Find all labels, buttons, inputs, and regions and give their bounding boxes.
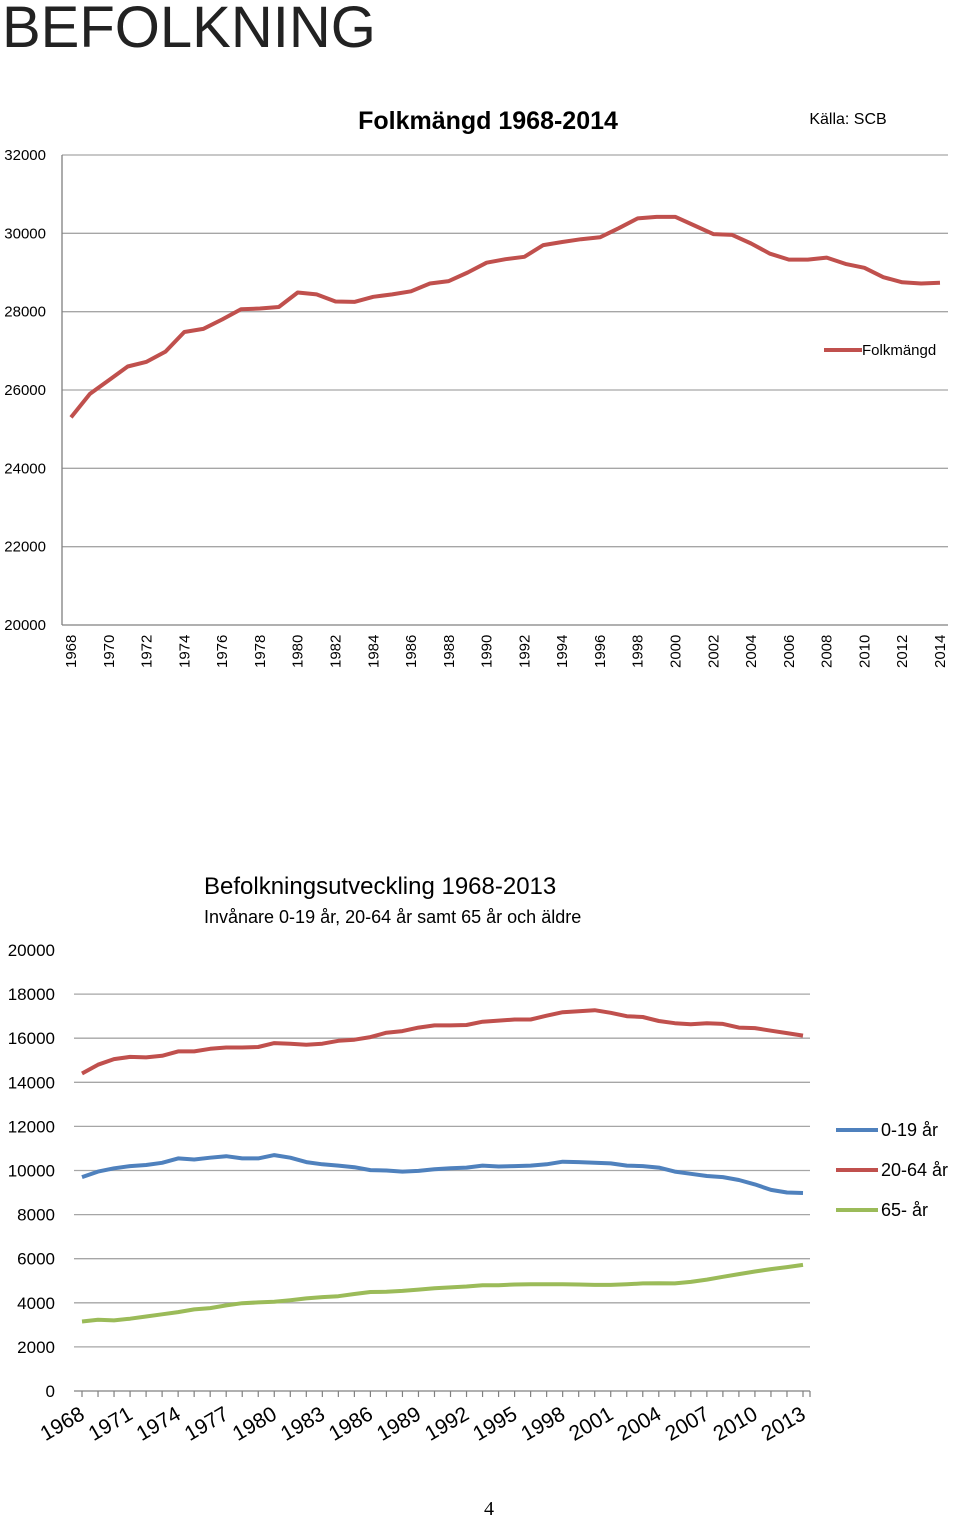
x-tick-label: 1968 — [37, 1402, 89, 1445]
x-tick-label: 1968 — [63, 635, 80, 668]
x-tick-label: 1982 — [327, 635, 344, 668]
page-number: 4 — [484, 1498, 494, 1520]
x-tick-label: 1983 — [277, 1402, 329, 1445]
y-tick-label: 16000 — [8, 1029, 55, 1048]
x-tick-label: 2010 — [856, 635, 873, 668]
x-tick-label: 2013 — [758, 1402, 810, 1445]
series-lines — [69, 214, 941, 419]
chart-subtitle: Invånare 0-19 år, 20-64 år samt 65 år oc… — [204, 907, 581, 927]
x-tick-label: 1980 — [290, 635, 307, 668]
y-tick-label: 0 — [46, 1382, 55, 1401]
x-tick-label: 1986 — [403, 635, 420, 668]
chart-folkmangd: Folkmängd 1968-2014 Källa: SCB 20000 2200… — [4, 107, 949, 668]
chart-title: Befolkningsutveckling 1968-2013 — [204, 873, 556, 900]
series-line-0-19 — [81, 1153, 804, 1195]
series-lines — [81, 1008, 804, 1324]
y-tick-label: 22000 — [4, 539, 46, 556]
y-tick-label: 32000 — [4, 147, 46, 164]
x-tick-label: 1998 — [630, 635, 647, 668]
x-tick-label: 1995 — [469, 1402, 521, 1445]
chart-title: Folkmängd 1968-2014 — [358, 107, 618, 135]
x-tick-label: 1994 — [554, 635, 571, 668]
x-tick-label: 1996 — [592, 635, 609, 668]
page-title: BEFOLKNING — [2, 0, 376, 60]
y-tick-label: 10000 — [8, 1162, 55, 1181]
legend: 0-19 år 20-64 år 65- år — [836, 1120, 948, 1220]
y-tick-label: 14000 — [8, 1073, 55, 1092]
x-tick-label: 2000 — [668, 635, 685, 668]
x-tick-label: 1992 — [421, 1402, 473, 1445]
x-tick-label: 1986 — [325, 1402, 377, 1445]
x-tick-label: 1990 — [479, 635, 496, 668]
x-tick-label: 2006 — [781, 635, 798, 668]
grid-lines — [74, 993, 811, 1397]
y-tick-label: 12000 — [8, 1117, 55, 1136]
y-tick-label: 20000 — [4, 617, 46, 634]
x-tick-label: 1989 — [373, 1402, 425, 1445]
x-tick-label: 2008 — [819, 635, 836, 668]
y-tick-labels: 20000 22000 24000 26000 28000 30000 32000 — [4, 147, 46, 634]
series-line-65 — [81, 1262, 804, 1324]
x-tick-label: 1972 — [139, 635, 156, 668]
x-tick-label: 2014 — [932, 635, 949, 668]
x-tick-label: 1978 — [252, 635, 269, 668]
y-tick-label: 28000 — [4, 304, 46, 321]
x-tick-label: 2004 — [613, 1402, 665, 1445]
x-tick-label: 2002 — [705, 635, 722, 668]
x-tick-label: 2004 — [743, 635, 760, 668]
x-tick-labels: 1968 1970 1972 1974 1976 1978 1980 1982 1984 1986… — [63, 635, 949, 668]
x-tick-label: 1974 — [176, 635, 193, 668]
y-tick-label: 20000 — [8, 941, 55, 960]
x-tick-label: 1998 — [517, 1402, 569, 1445]
legend-label: Folkmängd — [862, 342, 936, 359]
grid-lines — [61, 154, 948, 626]
x-tick-label: 1984 — [365, 635, 382, 668]
y-tick-label: 24000 — [4, 460, 46, 477]
legend-label: 65- år — [881, 1200, 928, 1220]
x-tick-label: 2001 — [565, 1402, 617, 1445]
y-tick-label: 2000 — [17, 1338, 55, 1357]
legend-label: 20-64 år — [881, 1160, 948, 1180]
x-tick-label: 1974 — [133, 1402, 185, 1445]
y-tick-label: 26000 — [4, 382, 46, 399]
legend: Folkmängd — [824, 342, 936, 359]
series-line-20-64 — [81, 1008, 804, 1076]
y-tick-label: 6000 — [17, 1250, 55, 1269]
series-line-folkmangd — [69, 214, 941, 419]
y-tick-label: 30000 — [4, 225, 46, 242]
chart-source: Källa: SCB — [809, 111, 886, 128]
x-tick-labels: 1968197119741977198019831986198919921995… — [37, 1402, 810, 1445]
y-tick-label: 8000 — [17, 1206, 55, 1225]
y-tick-labels: 0 2000 4000 6000 8000 10000 12000 14000 16000 180… — [8, 941, 55, 1401]
x-tick-label: 1992 — [516, 635, 533, 668]
x-tick-label: 1971 — [85, 1402, 137, 1445]
legend-label: 0-19 år — [881, 1120, 938, 1140]
x-tick-label: 1976 — [214, 635, 231, 668]
x-tick-label: 2007 — [661, 1402, 713, 1445]
x-tick-label: 1988 — [441, 635, 458, 668]
x-tick-label: 1980 — [229, 1402, 281, 1445]
x-tick-label: 1970 — [101, 635, 118, 668]
y-tick-label: 4000 — [17, 1294, 55, 1313]
y-tick-label: 18000 — [8, 985, 55, 1004]
x-tick-label: 2010 — [709, 1402, 761, 1445]
x-tick-label: 1977 — [181, 1402, 233, 1445]
x-tick-label: 2012 — [894, 635, 911, 668]
